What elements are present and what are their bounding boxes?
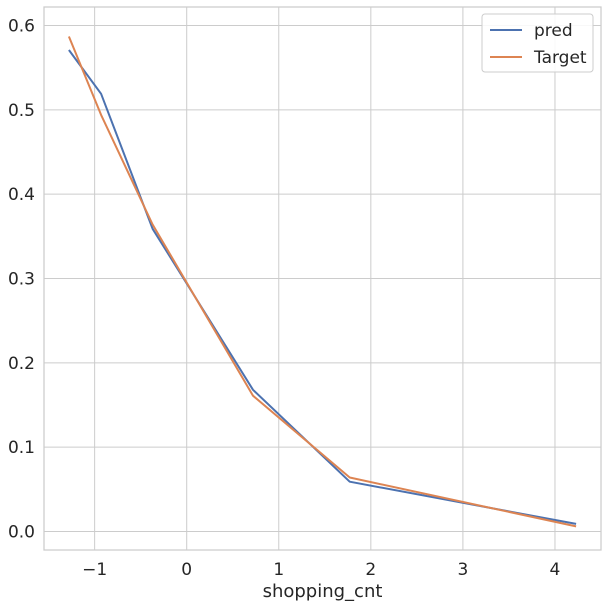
x-tick-label: −1	[82, 560, 107, 580]
x-axis-label: shopping_cnt	[263, 581, 383, 602]
x-tick-label: 1	[273, 560, 284, 580]
y-tick-label: 0.2	[8, 354, 35, 374]
y-tick-label: 0.1	[8, 438, 35, 458]
legend-label: Target	[533, 48, 587, 68]
tick-labels: −1 0 1 2 3 4 0.0 0.1 0.2 0.3 0.4 0.5 0.6	[8, 17, 560, 580]
series-line-target	[67, 36, 577, 528]
y-tick-label: 0.5	[8, 101, 35, 121]
series-line-pred	[68, 49, 577, 525]
series-layer	[67, 36, 577, 528]
x-tick-label: 2	[365, 560, 376, 580]
x-tick-label: 3	[457, 560, 468, 580]
x-tick-label: 4	[550, 560, 561, 580]
y-tick-label: 0.4	[8, 185, 35, 205]
legend: pred Target	[481, 13, 594, 73]
y-tick-label: 0.0	[8, 522, 35, 542]
y-tick-label: 0.6	[8, 17, 35, 37]
grid	[44, 7, 601, 550]
y-tick-label: 0.3	[8, 270, 35, 290]
legend-label: pred	[534, 21, 573, 41]
plot-frame	[43, 6, 602, 551]
x-tick-label: 0	[181, 560, 192, 580]
